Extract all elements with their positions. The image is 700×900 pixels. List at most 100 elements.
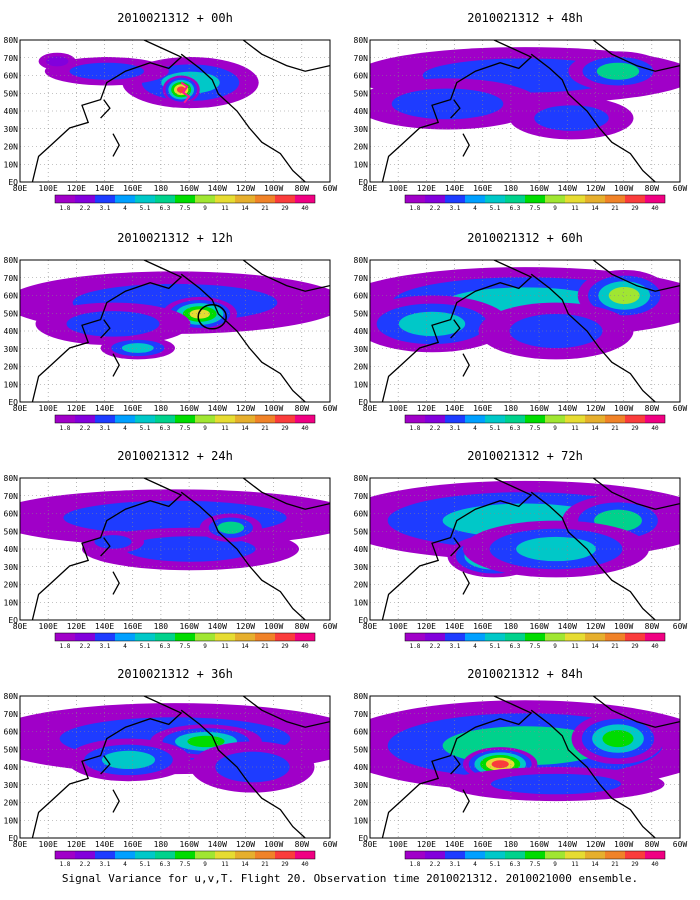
colorbar-label: 21 <box>261 861 269 868</box>
y-tick-label: 30N <box>4 781 19 790</box>
x-tick-label: 60W <box>323 840 338 849</box>
colorbar-swatch <box>155 633 175 641</box>
colorbar-label: 1.8 <box>60 425 71 432</box>
y-tick-label: 80N <box>4 256 19 265</box>
colorbar-label: 29 <box>631 205 639 212</box>
colorbar-label: 11 <box>221 861 229 868</box>
x-tick-label: 120E <box>67 840 86 849</box>
colorbar-label: 2.2 <box>430 205 441 212</box>
y-tick-label: 80N <box>354 36 369 45</box>
y-tick-label: 20N <box>354 581 369 590</box>
y-tick-label: 20N <box>4 143 19 152</box>
contour-field <box>370 480 680 578</box>
colorbar-swatch <box>565 195 585 203</box>
x-tick-label: 80E <box>13 840 28 849</box>
x-tick-label: 80W <box>645 184 660 193</box>
colorbar-swatch <box>95 851 115 859</box>
colorbar-swatch <box>505 415 525 423</box>
colorbar-label: 1.8 <box>410 643 421 650</box>
colorbar-label: 14 <box>591 425 599 432</box>
colorbar-frame <box>404 194 666 204</box>
colorbar-label: 29 <box>631 861 639 868</box>
y-tick-label: 50N <box>4 745 19 754</box>
x-tick-label: 160E <box>473 404 492 413</box>
colorbar-swatch <box>525 851 545 859</box>
colorbar-swatch <box>445 195 465 203</box>
y-tick-label: 50N <box>4 309 19 318</box>
colorbar-label: 7.5 <box>180 425 191 432</box>
x-tick-label: 100W <box>264 622 283 631</box>
colorbar-label: 21 <box>261 425 269 432</box>
colorbar-label: 14 <box>591 205 599 212</box>
colorbar-swatch <box>645 633 665 641</box>
y-tick-label: EQ <box>8 616 18 625</box>
colorbar-label: 5.1 <box>490 643 501 650</box>
colorbar-swatch <box>155 851 175 859</box>
y-tick-label: 60N <box>354 292 369 301</box>
colorbar-swatch <box>485 851 505 859</box>
colorbar-frame <box>54 632 316 642</box>
coastline <box>462 571 470 595</box>
x-tick-label: 160W <box>529 404 548 413</box>
x-tick-label: 160E <box>473 622 492 631</box>
colorbar-label: 5.1 <box>140 861 151 868</box>
coastline <box>462 133 470 157</box>
x-tick-label: 180 <box>154 840 169 849</box>
y-tick-label: 80N <box>354 692 369 701</box>
x-tick-label: 80W <box>295 840 310 849</box>
colorbar-swatch <box>135 415 155 423</box>
coastline <box>112 353 120 377</box>
coastline <box>530 491 656 620</box>
y-tick-label: 40N <box>354 107 369 116</box>
colorbar-swatch <box>425 415 445 423</box>
colorbar-swatch <box>645 415 665 423</box>
coastline <box>450 99 461 119</box>
coastline <box>180 491 306 620</box>
coastline <box>592 40 680 72</box>
map-panel: 2010021312 + 12h EQ 10N 20N 30N 40N 50N 60N 70N 8… <box>4 231 338 432</box>
coastline <box>112 789 120 813</box>
colorbar-frame <box>404 632 666 642</box>
x-tick-label: 160E <box>123 622 142 631</box>
x-tick-label: 160W <box>179 184 198 193</box>
colorbar-label: 29 <box>631 643 639 650</box>
y-tick-label: 20N <box>354 143 369 152</box>
variance-contour <box>391 88 504 120</box>
y-tick-label: EQ <box>358 834 368 843</box>
colorbar-swatch <box>215 851 235 859</box>
colorbar-swatch <box>405 633 425 641</box>
panel-title: 2010021312 + 72h <box>467 449 583 463</box>
colorbar-swatch <box>405 415 425 423</box>
colorbar-swatch <box>195 415 215 423</box>
map-frame <box>19 39 331 183</box>
y-tick-label: EQ <box>8 178 18 187</box>
y-tick-label: EQ <box>8 834 18 843</box>
coastline <box>242 260 330 292</box>
colorbar-label: 1.8 <box>410 861 421 868</box>
coastline <box>100 755 111 775</box>
y-tick-label: 10N <box>4 816 19 825</box>
colorbar-swatch <box>585 415 605 423</box>
x-tick-label: 160E <box>123 404 142 413</box>
colorbar-swatch <box>275 633 295 641</box>
colorbar-swatch <box>175 415 195 423</box>
y-tick-label: 50N <box>354 745 369 754</box>
contour-field <box>370 700 680 802</box>
colorbar-swatch <box>175 851 195 859</box>
colorbar-label: 40 <box>301 861 309 868</box>
colorbar-swatch <box>505 195 525 203</box>
y-tick-label: 80N <box>4 36 19 45</box>
colorbar-swatch <box>465 851 485 859</box>
coastline <box>242 696 330 728</box>
colorbar-swatch <box>115 851 135 859</box>
x-tick-label: 120W <box>586 622 605 631</box>
colorbar-swatch <box>115 633 135 641</box>
colorbar-swatch <box>625 851 645 859</box>
x-tick-label: 80W <box>295 404 310 413</box>
colorbar-swatch <box>135 195 155 203</box>
colorbar-swatch <box>95 195 115 203</box>
coastline <box>381 260 533 402</box>
colorbar-swatch <box>275 415 295 423</box>
colorbar-label: 3.1 <box>100 643 111 650</box>
colorbar-swatch <box>485 415 505 423</box>
